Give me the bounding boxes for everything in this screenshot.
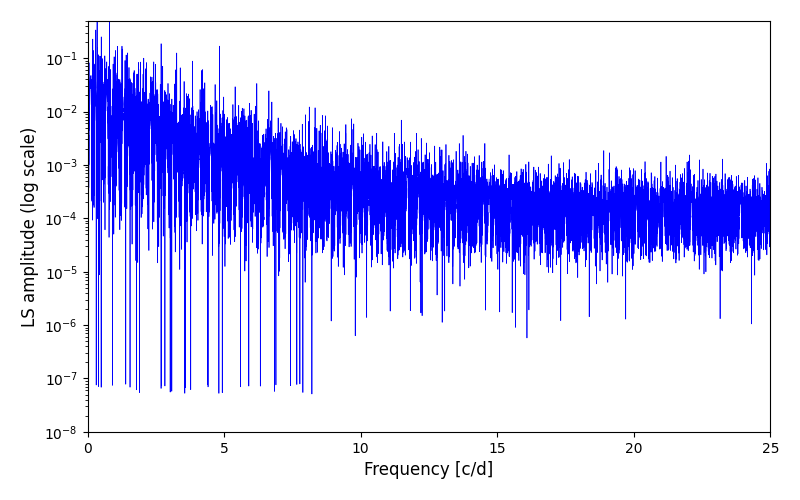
X-axis label: Frequency [c/d]: Frequency [c/d] (364, 461, 494, 479)
Y-axis label: LS amplitude (log scale): LS amplitude (log scale) (21, 126, 39, 326)
